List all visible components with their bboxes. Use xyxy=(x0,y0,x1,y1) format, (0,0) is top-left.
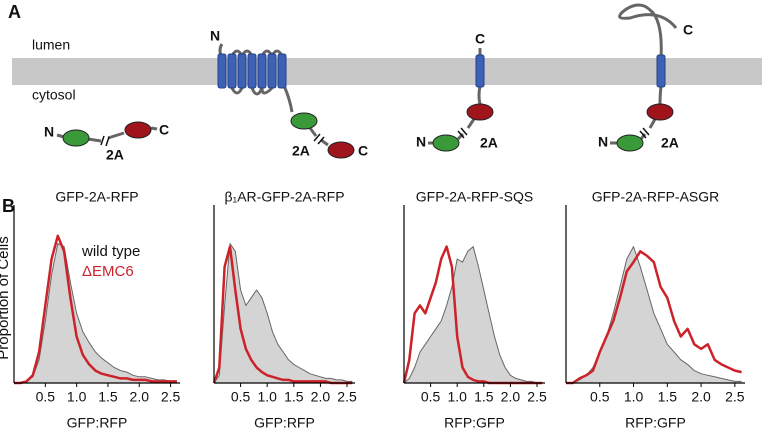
chart-title: β₁AR-GFP-2A-RFP xyxy=(224,189,344,205)
linker-label: 2A xyxy=(661,135,679,151)
c-terminus: C xyxy=(358,143,368,159)
x-tick-label: 1.5 xyxy=(284,389,304,405)
line xyxy=(14,234,177,385)
x-tick-label: 2.5 xyxy=(527,389,547,405)
x-tick-label: 1.0 xyxy=(447,389,467,405)
cytosol-label: cytosol xyxy=(32,87,76,103)
panel-label: B xyxy=(2,196,15,216)
linker-label: 2A xyxy=(292,143,310,159)
x-tick-label: 1.5 xyxy=(474,389,494,405)
line xyxy=(566,250,742,385)
x-tick-label: 2.5 xyxy=(725,389,745,405)
area-fill xyxy=(566,246,742,383)
x-tick-label: 0.5 xyxy=(421,389,441,405)
chart-title: GFP-2A-RFP-SQS xyxy=(416,189,533,205)
panel-label: A xyxy=(8,2,21,22)
x-tick-label: 2.0 xyxy=(501,389,521,405)
area-fill xyxy=(404,246,543,383)
c-terminus: C xyxy=(159,122,169,138)
x-tick-label: 2.5 xyxy=(161,389,181,405)
x-tick-label: 2.0 xyxy=(130,389,150,405)
area-fill xyxy=(14,243,177,383)
membrane xyxy=(12,58,762,85)
n-terminus: N xyxy=(210,28,220,44)
area-outline xyxy=(14,243,177,384)
n-terminus: N xyxy=(598,134,608,150)
chart-title: GFP-2A-RFP xyxy=(55,189,138,205)
linker-label: 2A xyxy=(106,147,124,163)
x-tick-label: 1.5 xyxy=(658,389,678,405)
x-axis-label: GFP:RFP xyxy=(254,415,315,431)
lumen-label: lumen xyxy=(32,37,70,53)
x-tick-label: 1.0 xyxy=(67,389,87,405)
x-tick-label: 1.0 xyxy=(624,389,644,405)
n-terminus: N xyxy=(44,124,54,140)
x-axis-label: RFP:GFP xyxy=(625,415,686,431)
x-tick-label: 0.5 xyxy=(231,389,251,405)
legend-label: ΔEMC6 xyxy=(82,263,134,280)
x-tick-label: 1.5 xyxy=(98,389,118,405)
x-axis-label: GFP:RFP xyxy=(67,415,128,431)
c-terminus: C xyxy=(683,22,693,38)
linker-label: 2A xyxy=(480,135,498,151)
legend-label: wild type xyxy=(81,243,140,260)
x-axis-label: RFP:GFP xyxy=(444,415,505,431)
c-terminus: C xyxy=(475,31,485,47)
area-outline xyxy=(213,243,353,384)
tm-helices xyxy=(217,53,666,89)
area-outline xyxy=(403,246,543,384)
x-tick-label: 2.0 xyxy=(691,389,711,405)
n-terminus: N xyxy=(416,134,426,150)
x-tick-label: 0.5 xyxy=(36,389,56,405)
x-tick-label: 2.5 xyxy=(337,389,357,405)
x-tick-label: 0.5 xyxy=(590,389,610,405)
fluorophores xyxy=(62,103,674,159)
area-fill xyxy=(214,243,353,383)
break-marks xyxy=(100,127,650,147)
x-tick-label: 1.0 xyxy=(257,389,277,405)
chart-title: GFP-2A-RFP-ASGR xyxy=(592,189,720,205)
y-axis-label: Proportion of Cells xyxy=(0,236,12,359)
x-tick-label: 2.0 xyxy=(311,389,331,405)
